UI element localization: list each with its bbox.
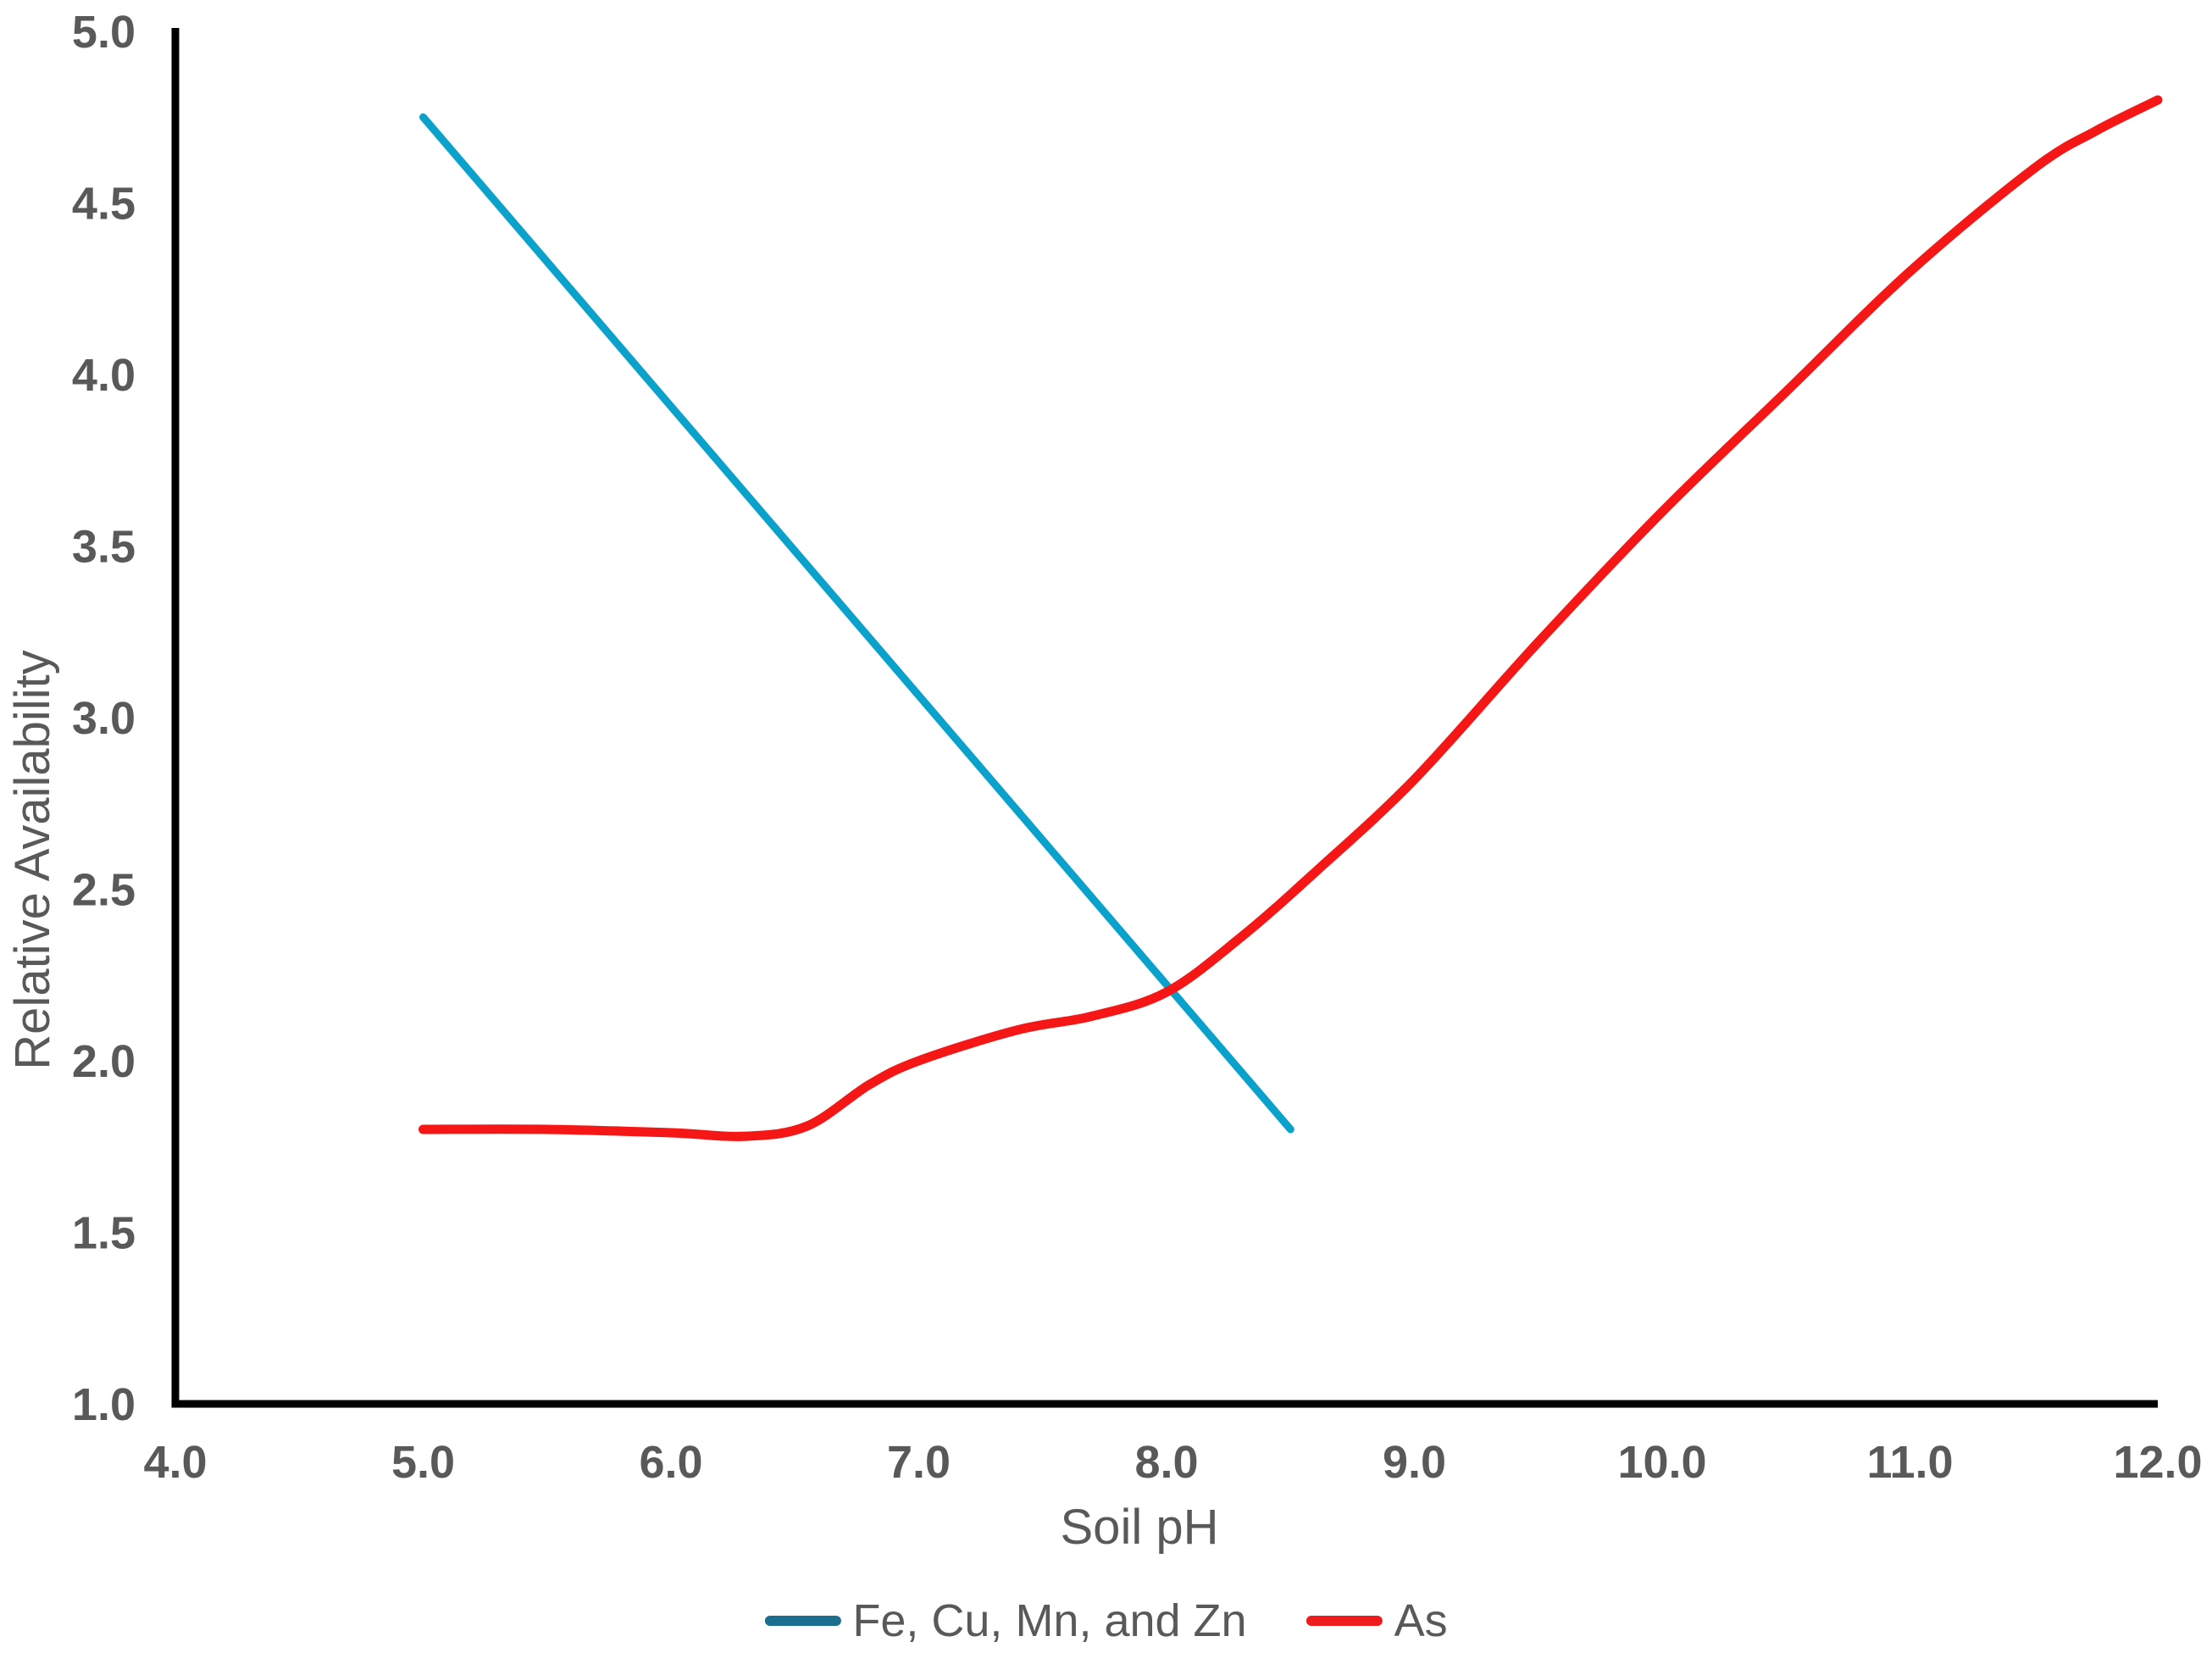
y-tick-label: 5.0 [72, 7, 136, 58]
legend-swatch-as [1306, 1616, 1383, 1626]
series-lines [419, 95, 2163, 1141]
y-axis-title: Relative Availability [5, 650, 60, 1069]
y-tick-label: 4.0 [72, 350, 136, 401]
axes [171, 28, 2158, 1408]
legend: Fe, Cu, Mn, and Zn As [764, 1595, 1448, 1646]
x-tick-label: 8.0 [1134, 1437, 1198, 1488]
legend-label-as: As [1394, 1595, 1448, 1646]
y-tick-label: 4.5 [72, 179, 136, 230]
legend-item-as: As [1306, 1598, 1448, 1644]
series-line-as [419, 95, 2163, 1141]
y-tick-label: 1.0 [72, 1379, 136, 1430]
legend-label-fe-cu-mn-zn: Fe, Cu, Mn, and Zn [852, 1595, 1247, 1646]
y-tick-label: 1.5 [72, 1208, 136, 1259]
y-tick-label: 3.0 [72, 693, 136, 744]
x-tick-label: 4.0 [143, 1437, 207, 1488]
y-tick-label: 3.5 [72, 522, 136, 573]
y-axis-tick-labels: 1.0 1.5 2.0 2.5 3.0 3.5 4.0 4.5 5.0 [72, 7, 136, 1430]
x-axis-title: Soil pH [1061, 1500, 1219, 1555]
x-tick-label: 5.0 [391, 1437, 455, 1488]
x-tick-label: 11.0 [1866, 1437, 1953, 1488]
x-tick-label: 7.0 [887, 1437, 951, 1488]
x-tick-label: 12.0 [2113, 1437, 2202, 1488]
legend-item-fe-cu-mn-zn: Fe, Cu, Mn, and Zn [764, 1595, 1247, 1646]
y-tick-label: 2.0 [72, 1036, 136, 1087]
x-tick-label: 10.0 [1617, 1437, 1706, 1488]
x-tick-label: 6.0 [639, 1437, 702, 1488]
x-axis-tick-labels: 4.0 5.0 6.0 7.0 8.0 9.0 10.0 11.0 12.0 [143, 1437, 2202, 1488]
legend-swatch-fe-cu-mn-zn [764, 1616, 841, 1626]
y-tick-label: 2.5 [72, 865, 136, 916]
series-line-fe-cu-mn-zn [419, 113, 1294, 1134]
x-tick-label: 9.0 [1383, 1437, 1446, 1488]
